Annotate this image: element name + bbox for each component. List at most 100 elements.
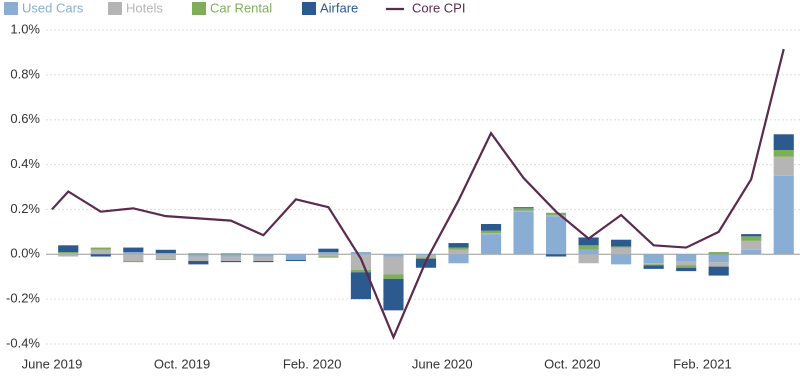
y-tick-label: 0.8% bbox=[10, 66, 40, 81]
bar-segment bbox=[285, 254, 306, 260]
x-tick-label: Oct. 2019 bbox=[154, 356, 210, 371]
bar-segment bbox=[708, 262, 729, 267]
bar-segment bbox=[220, 256, 241, 262]
bar-segment bbox=[773, 156, 794, 176]
bar-segment bbox=[123, 261, 144, 263]
bar-segment bbox=[546, 215, 567, 217]
bar-segment bbox=[578, 249, 599, 255]
bar-segment bbox=[415, 254, 437, 256]
bar-segment bbox=[448, 249, 469, 255]
legend-label: Hotels bbox=[126, 0, 163, 15]
bar-segment bbox=[415, 257, 437, 259]
bar-segment bbox=[253, 254, 274, 257]
x-tick-label: Oct. 2020 bbox=[544, 356, 600, 371]
bar-segment bbox=[480, 230, 502, 233]
bar-segment bbox=[58, 254, 79, 257]
bar-segment bbox=[513, 208, 534, 211]
bar-segment bbox=[480, 224, 502, 231]
y-tick-label: -0.4% bbox=[6, 335, 40, 350]
bar-segment bbox=[741, 234, 762, 237]
bar-segment bbox=[741, 236, 762, 241]
bar-segment bbox=[448, 254, 469, 264]
bar-segment bbox=[676, 254, 697, 262]
bar-segment bbox=[383, 278, 404, 311]
bar-segment bbox=[546, 254, 567, 257]
bar-segment bbox=[58, 245, 79, 253]
bar-segment bbox=[383, 256, 404, 275]
legend-label: Core CPI bbox=[412, 0, 465, 15]
bar-segment bbox=[676, 265, 697, 268]
bar-segment bbox=[123, 247, 144, 253]
bar-segment bbox=[643, 263, 664, 265]
bar-segment bbox=[155, 253, 176, 255]
bar-segment bbox=[318, 248, 339, 253]
bar-segment bbox=[708, 252, 729, 255]
legend-swatch bbox=[302, 2, 316, 15]
bar-segment bbox=[773, 134, 794, 150]
bar-segment bbox=[611, 247, 632, 255]
line-series bbox=[51, 48, 785, 341]
bar-segment bbox=[643, 265, 664, 269]
bar-segment bbox=[383, 274, 404, 279]
bar-segment bbox=[350, 252, 372, 255]
y-tick-label: 0.4% bbox=[10, 156, 40, 171]
bar-segment bbox=[383, 254, 404, 257]
bar-segment bbox=[513, 207, 534, 209]
bar-segment bbox=[546, 216, 567, 255]
bar-segment bbox=[448, 247, 469, 250]
bar-segment bbox=[676, 267, 697, 272]
legend-label: Used Cars bbox=[22, 0, 84, 15]
bar-segment bbox=[480, 232, 502, 235]
bar-segment bbox=[773, 175, 794, 255]
x-tick-label: Feb. 2021 bbox=[673, 356, 732, 371]
bar-segment bbox=[643, 254, 664, 264]
bar-segment bbox=[188, 261, 209, 265]
bar-segment bbox=[155, 254, 176, 259]
bar-segment bbox=[611, 246, 632, 248]
bar-segment bbox=[350, 272, 372, 300]
bar-segment bbox=[318, 256, 339, 258]
bar-segment bbox=[188, 253, 209, 255]
bar-segment bbox=[253, 261, 274, 263]
bar-segment bbox=[578, 254, 599, 264]
bar-segment bbox=[708, 254, 729, 263]
bar-segment bbox=[188, 256, 209, 262]
bar-segment bbox=[285, 259, 306, 262]
bar-segment bbox=[611, 239, 632, 247]
legend-label: Car Rental bbox=[210, 0, 272, 15]
bar-segment bbox=[318, 254, 339, 257]
bar-segment bbox=[480, 234, 502, 255]
bar-segment bbox=[220, 253, 241, 255]
bar-segment bbox=[220, 261, 241, 263]
y-tick-label: -0.2% bbox=[6, 291, 40, 306]
legend-swatch bbox=[192, 2, 206, 15]
bar-segment bbox=[90, 247, 111, 250]
bar-segment bbox=[188, 254, 209, 257]
bar-segment bbox=[708, 266, 729, 276]
bar-segment bbox=[350, 269, 372, 273]
bar-segment bbox=[578, 237, 599, 246]
bar-segment bbox=[90, 249, 111, 254]
bar-segment bbox=[90, 254, 111, 257]
x-tick-label: June 2020 bbox=[412, 356, 473, 371]
y-tick-label: 0.2% bbox=[10, 201, 40, 216]
bar-segment bbox=[155, 258, 176, 260]
bar-segment bbox=[123, 252, 144, 255]
bar-segment bbox=[415, 255, 437, 258]
bar-segment bbox=[318, 252, 339, 255]
bar-segment bbox=[546, 212, 567, 216]
bar-segment bbox=[155, 249, 176, 254]
bar-segment bbox=[513, 210, 534, 212]
bar-segment bbox=[58, 253, 79, 255]
bar-segment bbox=[578, 245, 599, 250]
bar-segment bbox=[611, 254, 632, 265]
legend-swatch bbox=[108, 2, 122, 15]
y-tick-label: 0.6% bbox=[10, 111, 40, 126]
bar-segment bbox=[123, 254, 144, 262]
bar-segment bbox=[741, 240, 762, 250]
bar-segment bbox=[643, 264, 664, 266]
bar-segment bbox=[90, 253, 111, 255]
bar-segment bbox=[773, 149, 794, 157]
bar-segment bbox=[513, 211, 534, 255]
